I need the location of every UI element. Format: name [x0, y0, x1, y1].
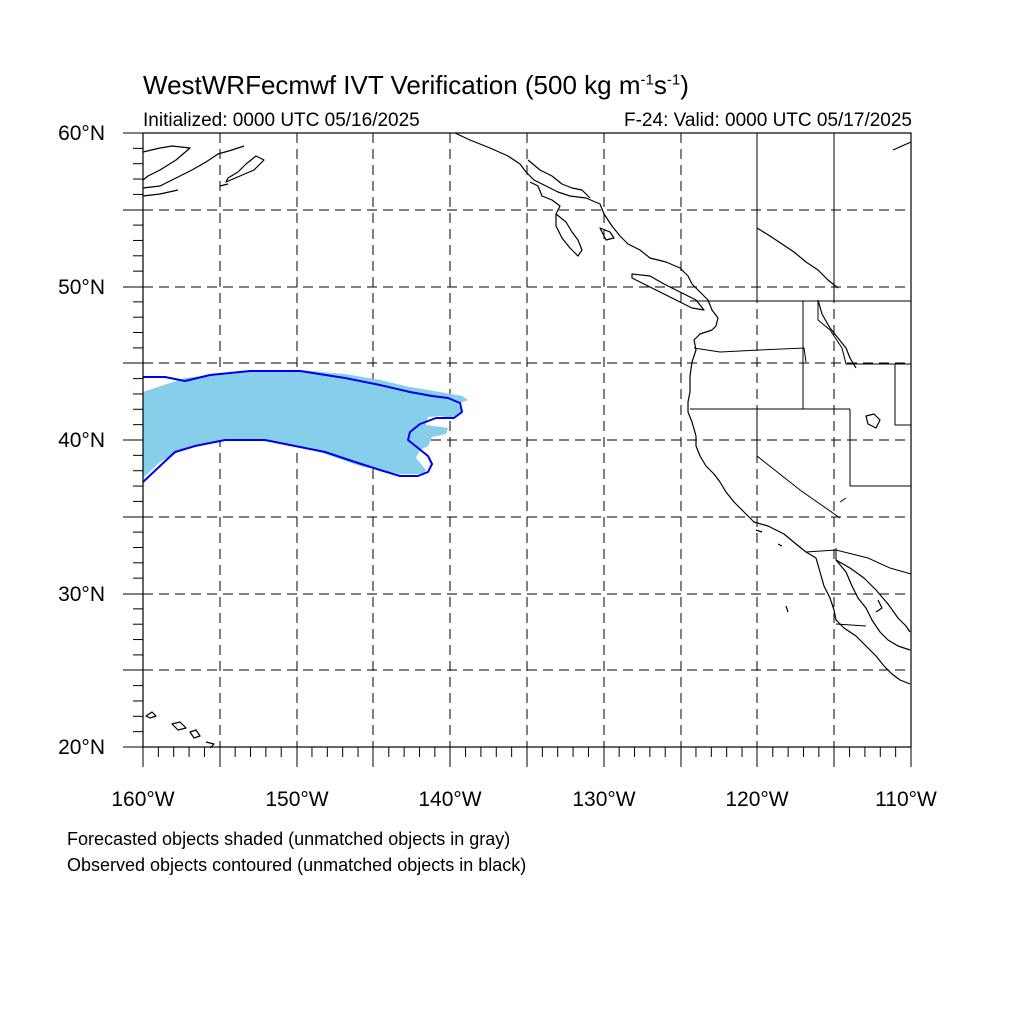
lat-label: 30°N	[58, 583, 105, 606]
lon-label: 110°W	[875, 788, 937, 811]
legend-notes: Forecasted objects shaded (unmatched obj…	[67, 826, 526, 878]
plot-title: WestWRFecmwf IVT Verification (500 kg m-…	[143, 70, 689, 100]
lat-label: 40°N	[58, 429, 105, 452]
coastlines	[142, 132, 912, 749]
lat-label: 20°N	[58, 736, 105, 759]
init-time-label: Initialized: 0000 UTC 05/16/2025	[143, 110, 420, 131]
lon-label: 130°W	[572, 788, 635, 811]
longitude-labels: 160°W 150°W 140°W 130°W 120°W 110°W	[111, 788, 937, 811]
valid-time-label: F-24: Valid: 0000 UTC 05/17/2025	[624, 110, 912, 131]
forecast-ivt-object	[143, 370, 468, 478]
observed-ivt-contour	[142, 370, 463, 483]
lon-label: 160°W	[111, 788, 174, 811]
lat-label: 60°N	[58, 122, 105, 145]
lon-label: 140°W	[418, 788, 481, 811]
lat-label: 50°N	[58, 276, 105, 299]
axis-ticks	[123, 132, 912, 767]
axis-minor-ticks	[133, 147, 897, 757]
forecast-note: Forecasted objects shaded (unmatched obj…	[67, 829, 511, 849]
lon-label: 150°W	[265, 788, 328, 811]
lon-label: 120°W	[725, 788, 788, 811]
political-borders	[690, 133, 912, 627]
observed-note: Observed objects contoured (unmatched ob…	[67, 855, 527, 875]
latitude-labels: 60°N 50°N 40°N 30°N 20°N	[58, 122, 105, 759]
